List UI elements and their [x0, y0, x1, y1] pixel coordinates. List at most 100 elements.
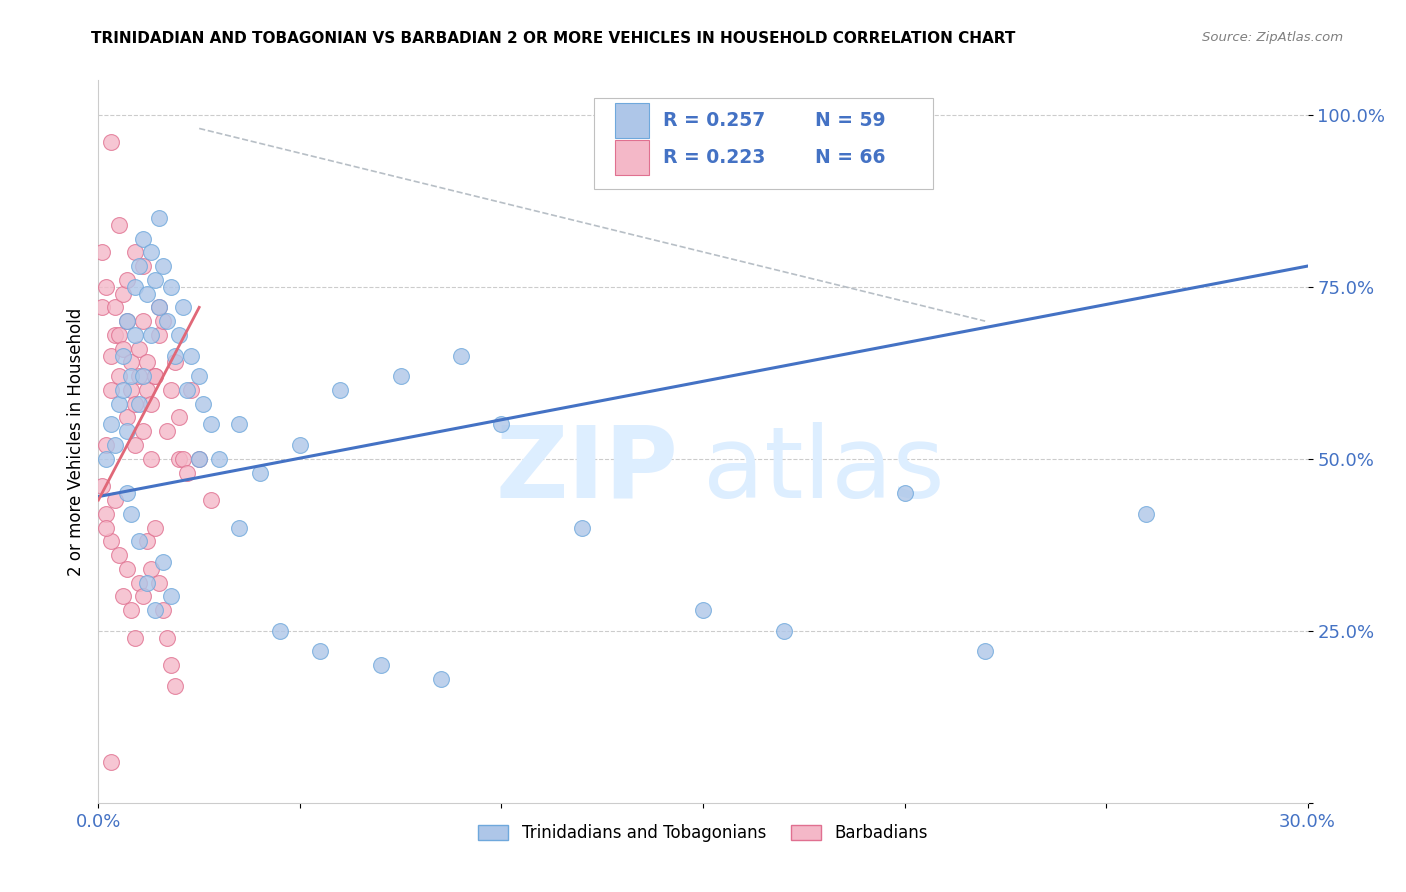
Point: [139, 451, 162, 466]
Point: [450, 349, 472, 363]
Point: [120, 507, 142, 521]
Point: [152, 603, 174, 617]
Text: atlas: atlas: [703, 422, 945, 519]
Point: [143, 273, 166, 287]
Point: [96, 438, 118, 452]
Text: R = 0.257: R = 0.257: [664, 111, 765, 130]
Point: [91, 301, 114, 315]
Point: [160, 658, 183, 673]
Text: Source: ZipAtlas.com: Source: ZipAtlas.com: [1202, 31, 1343, 45]
Point: [100, 349, 122, 363]
Point: [132, 259, 155, 273]
Point: [160, 590, 183, 604]
Point: [100, 534, 122, 549]
Point: [167, 410, 190, 425]
Point: [329, 383, 352, 397]
Point: [143, 520, 166, 534]
Point: [120, 603, 142, 617]
Point: [124, 245, 146, 260]
Point: [107, 369, 129, 384]
Point: [148, 327, 170, 342]
Point: [193, 397, 215, 411]
Point: [309, 644, 332, 658]
Point: [893, 486, 915, 500]
Point: [107, 218, 129, 232]
Point: [128, 342, 150, 356]
Point: [491, 417, 513, 432]
Point: [128, 397, 150, 411]
Point: [148, 211, 170, 225]
Point: [120, 383, 142, 397]
Point: [132, 424, 155, 438]
Point: [124, 279, 146, 293]
Point: [120, 369, 142, 384]
Point: [143, 603, 166, 617]
Point: [115, 486, 138, 500]
Point: [115, 314, 138, 328]
Point: [249, 466, 271, 480]
Text: N = 66: N = 66: [815, 148, 886, 167]
Point: [208, 451, 231, 466]
Point: [180, 349, 202, 363]
Point: [111, 286, 134, 301]
Y-axis label: 2 or more Vehicles in Household: 2 or more Vehicles in Household: [66, 308, 84, 575]
Point: [167, 327, 190, 342]
Point: [139, 397, 162, 411]
Point: [103, 493, 125, 508]
Point: [389, 369, 412, 384]
Text: ZIP: ZIP: [496, 422, 679, 519]
Point: [107, 548, 129, 562]
Point: [172, 451, 194, 466]
Point: [160, 383, 183, 397]
Point: [139, 245, 162, 260]
Point: [128, 534, 150, 549]
Point: [135, 286, 157, 301]
Point: [148, 575, 170, 590]
Point: [124, 397, 146, 411]
Point: [163, 355, 186, 369]
Legend: Trinidadians and Tobagonians, Barbadians: Trinidadians and Tobagonians, Barbadians: [471, 817, 935, 848]
FancyBboxPatch shape: [614, 140, 648, 175]
Point: [143, 369, 166, 384]
Point: [128, 259, 150, 273]
Point: [96, 451, 118, 466]
Point: [228, 520, 250, 534]
Point: [152, 259, 174, 273]
Point: [107, 397, 129, 411]
Point: [143, 369, 166, 384]
Point: [100, 383, 122, 397]
Point: [148, 301, 170, 315]
Point: [103, 327, 125, 342]
Point: [103, 438, 125, 452]
Point: [1135, 507, 1157, 521]
Point: [772, 624, 794, 638]
Point: [692, 603, 714, 617]
Point: [111, 342, 134, 356]
Point: [128, 369, 150, 384]
Point: [124, 438, 146, 452]
Point: [124, 631, 146, 645]
Point: [132, 314, 155, 328]
Point: [115, 562, 138, 576]
Point: [135, 575, 157, 590]
Point: [135, 355, 157, 369]
Point: [120, 355, 142, 369]
Point: [176, 383, 198, 397]
Point: [100, 135, 122, 149]
Point: [100, 755, 122, 769]
Point: [107, 327, 129, 342]
Point: [152, 314, 174, 328]
Point: [370, 658, 392, 673]
Point: [139, 562, 162, 576]
Point: [132, 231, 155, 245]
Point: [139, 327, 162, 342]
Point: [180, 383, 202, 397]
FancyBboxPatch shape: [614, 103, 648, 137]
Point: [571, 520, 593, 534]
Point: [115, 424, 138, 438]
Point: [269, 624, 291, 638]
Point: [430, 672, 453, 686]
Point: [148, 301, 170, 315]
Point: [115, 314, 138, 328]
Point: [160, 279, 183, 293]
